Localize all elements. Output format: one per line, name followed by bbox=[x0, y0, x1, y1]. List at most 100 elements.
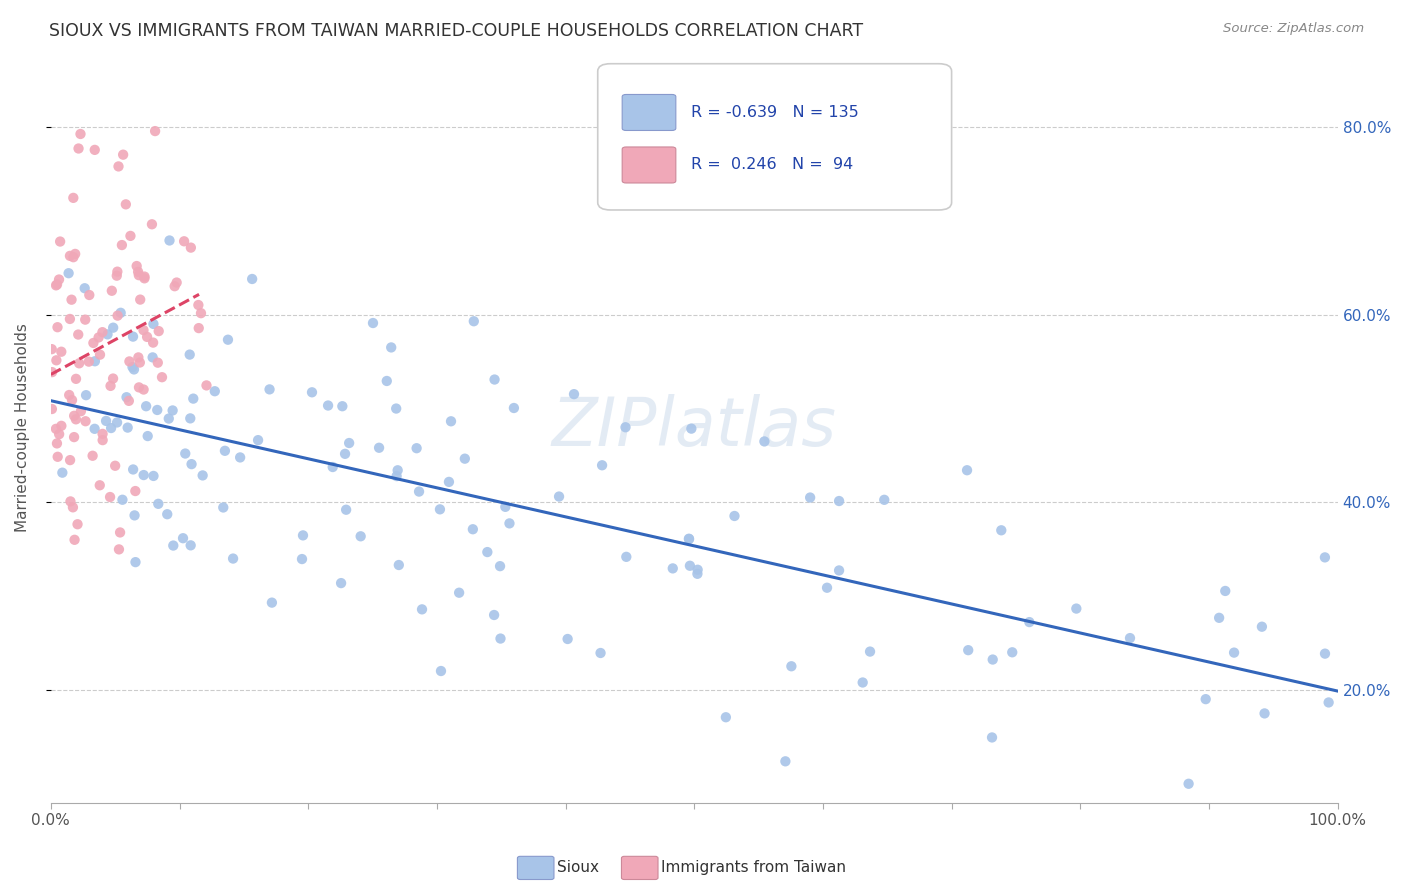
Point bbox=[260, 596, 283, 610]
Point bbox=[49, 235, 72, 249]
Point bbox=[118, 393, 141, 408]
Point bbox=[105, 265, 128, 279]
Point bbox=[115, 197, 138, 211]
FancyBboxPatch shape bbox=[623, 147, 676, 183]
Point bbox=[142, 335, 165, 350]
Point bbox=[1195, 692, 1218, 706]
Point bbox=[678, 532, 700, 546]
Point bbox=[63, 430, 86, 444]
Point bbox=[111, 492, 134, 507]
Point bbox=[63, 409, 86, 423]
Point bbox=[66, 517, 89, 532]
Point bbox=[1001, 645, 1024, 659]
Point bbox=[59, 494, 82, 508]
Point bbox=[51, 466, 73, 480]
Point bbox=[91, 325, 114, 339]
Point bbox=[180, 241, 202, 255]
Text: ZIPlatlas: ZIPlatlas bbox=[551, 394, 837, 460]
Point bbox=[134, 271, 156, 285]
Point bbox=[557, 632, 579, 646]
Point bbox=[89, 478, 111, 492]
Point bbox=[449, 585, 471, 599]
Point bbox=[799, 491, 821, 505]
Point bbox=[101, 320, 124, 334]
Point bbox=[127, 265, 149, 279]
Point bbox=[562, 387, 585, 401]
Point bbox=[115, 390, 138, 404]
Point bbox=[380, 340, 402, 354]
Point bbox=[59, 249, 82, 263]
Point bbox=[83, 143, 105, 157]
Point bbox=[815, 581, 838, 595]
Point bbox=[83, 422, 105, 436]
Point bbox=[489, 559, 512, 574]
Point bbox=[463, 314, 485, 328]
Point bbox=[291, 552, 314, 566]
Point bbox=[259, 383, 281, 397]
Point bbox=[62, 191, 84, 205]
Point bbox=[136, 330, 159, 344]
Point bbox=[96, 327, 118, 342]
Point bbox=[484, 372, 506, 386]
Point bbox=[110, 306, 132, 320]
Point bbox=[105, 416, 128, 430]
Point bbox=[45, 422, 67, 436]
Point bbox=[217, 333, 239, 347]
Point bbox=[1119, 631, 1142, 645]
Point bbox=[100, 379, 122, 393]
Point bbox=[661, 561, 683, 575]
Point bbox=[98, 490, 121, 504]
Point bbox=[75, 414, 97, 428]
Point bbox=[91, 426, 114, 441]
Y-axis label: Married-couple Households: Married-couple Households bbox=[15, 323, 30, 532]
Point bbox=[60, 293, 83, 307]
Point bbox=[65, 372, 87, 386]
Point bbox=[229, 450, 252, 465]
Point bbox=[73, 281, 96, 295]
Point bbox=[63, 247, 86, 261]
Point bbox=[247, 433, 270, 447]
Point bbox=[132, 383, 155, 397]
Point bbox=[143, 124, 166, 138]
Point bbox=[454, 451, 477, 466]
Point bbox=[368, 441, 391, 455]
Point bbox=[142, 351, 165, 365]
Point bbox=[191, 468, 214, 483]
Point bbox=[148, 497, 170, 511]
Point bbox=[411, 602, 433, 616]
Point bbox=[111, 238, 134, 252]
Text: SIOUX VS IMMIGRANTS FROM TAIWAN MARRIED-COUPLE HOUSEHOLDS CORRELATION CHART: SIOUX VS IMMIGRANTS FROM TAIWAN MARRIED-… bbox=[49, 22, 863, 40]
Point bbox=[714, 710, 737, 724]
Point bbox=[51, 344, 73, 359]
Point bbox=[316, 399, 339, 413]
Point bbox=[548, 490, 571, 504]
Point bbox=[75, 312, 97, 326]
Point bbox=[146, 356, 169, 370]
Point bbox=[775, 754, 797, 768]
Point bbox=[62, 250, 84, 264]
Point bbox=[956, 463, 979, 477]
Point bbox=[1018, 615, 1040, 629]
Point bbox=[503, 401, 526, 415]
Point bbox=[180, 457, 202, 471]
Point bbox=[107, 309, 129, 323]
Point bbox=[494, 500, 516, 514]
Point bbox=[477, 545, 499, 559]
Point bbox=[754, 434, 776, 449]
Point bbox=[387, 463, 409, 477]
Point bbox=[174, 446, 197, 460]
Point bbox=[1313, 550, 1336, 565]
Text: R = -0.639   N = 135: R = -0.639 N = 135 bbox=[692, 105, 859, 120]
Point bbox=[150, 370, 173, 384]
Point bbox=[681, 422, 703, 436]
Point bbox=[129, 293, 152, 307]
Point bbox=[146, 403, 169, 417]
Point bbox=[94, 414, 117, 428]
Point bbox=[686, 563, 709, 577]
Point bbox=[828, 494, 851, 508]
Point bbox=[46, 320, 69, 334]
Point bbox=[385, 401, 408, 416]
Point bbox=[112, 147, 135, 161]
Point bbox=[686, 566, 709, 581]
Point bbox=[1213, 584, 1236, 599]
